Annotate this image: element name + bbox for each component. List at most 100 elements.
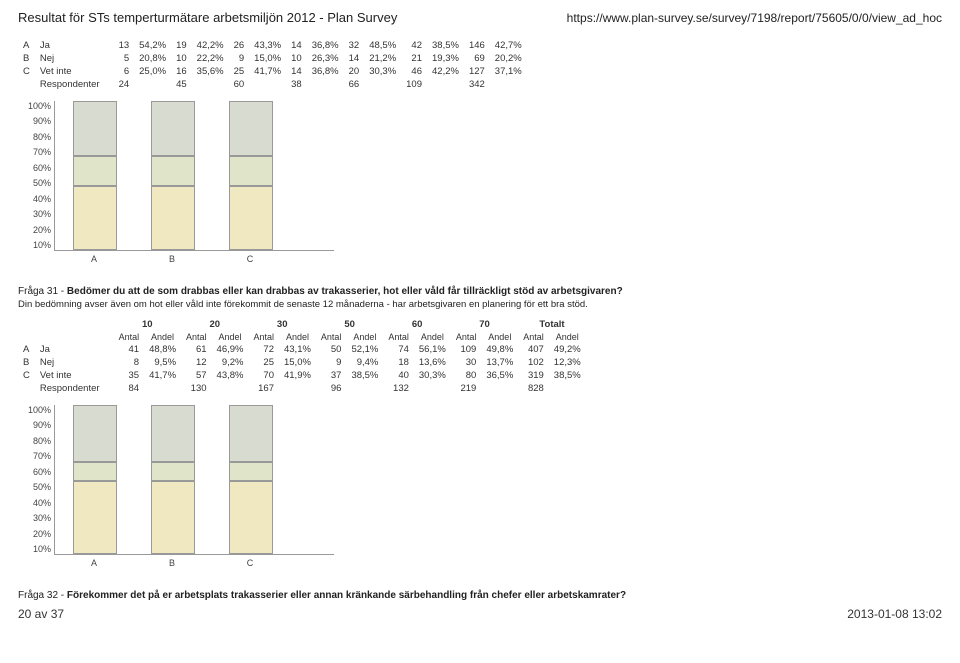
cell-pct: 41,7% [144,369,181,382]
y-tick: 20% [33,529,51,539]
bar-segment [73,405,117,462]
chart-q30: 100%90%80%70%60%50%40%30%20%10% [54,101,334,251]
question-32-text: Förekommer det på er arbetsplats trakass… [67,590,626,601]
y-tick: 100% [28,101,51,111]
cell-count: 30 [451,356,482,369]
col-sub: Andel [481,331,518,343]
cell-count: 828 [518,382,549,395]
bar-segment [151,462,195,480]
cell-count: 219 [451,382,482,395]
stacked-bar [229,405,273,554]
row-letter: B [18,356,35,369]
x-tick: C [228,558,272,568]
table-q30: AJa1354,2%1942,2%2643,3%1436,8%3248,5%42… [18,39,527,91]
cell-pct [427,78,464,91]
cell-pct: 38,5% [427,39,464,52]
cell-pct: 48,5% [364,39,401,52]
cell-count: 12 [181,356,212,369]
row-letter: C [18,369,35,382]
chart-q31-wrap: 100%90%80%70%60%50%40%30%20%10% ABC [18,405,942,568]
chart-q30-bars [55,101,334,250]
y-tick: 70% [33,451,51,461]
cell-count: 109 [451,343,482,356]
cell-pct: 52,1% [346,343,383,356]
question-31-subnote: Din bedömning avser även om hot eller vå… [18,299,942,310]
cell-pct: 25,0% [134,65,171,78]
y-tick: 30% [33,209,51,219]
page-title: Resultat för STs temperturmätare arbetsm… [18,10,397,25]
col-group: Totalt [518,318,585,331]
cell-pct: 20,2% [490,52,527,65]
cell-count: 37 [316,369,347,382]
cell-count: 407 [518,343,549,356]
table-row: CVet inte3541,7%5743,8%7041,9%3738,5%403… [18,369,586,382]
cell-pct: 46,9% [212,343,249,356]
cell-count: 46 [401,65,427,78]
chart-q30-ylabels: 100%90%80%70%60%50%40%30%20%10% [19,101,51,250]
table-row: CVet inte625,0%1635,6%2541,7%1436,8%2030… [18,65,527,78]
chart-q31-xlabels: A B C [54,555,942,568]
cell-count: 84 [114,382,145,395]
cell-pct: 43,3% [249,39,286,52]
bar-segment [229,186,273,250]
cell-count: 72 [248,343,279,356]
cell-pct: 38,5% [549,369,586,382]
cell-pct: 42,2% [427,65,464,78]
col-group: 70 [451,318,518,331]
y-tick: 30% [33,513,51,523]
cell-pct: 30,3% [414,369,451,382]
col-group: 20 [181,318,248,331]
col-sub: Andel [346,331,383,343]
cell-pct [414,382,451,395]
cell-pct [144,382,181,395]
bar-segment [229,462,273,480]
cell-count: 96 [316,382,347,395]
stacked-bar [151,101,195,250]
cell-pct: 37,1% [490,65,527,78]
x-tick: A [72,558,116,568]
cell-pct: 20,8% [134,52,171,65]
cell-pct: 41,7% [249,65,286,78]
cell-count: 5 [114,52,135,65]
row-letter: A [18,343,35,356]
page-url: https://www.plan-survey.se/survey/7198/r… [567,11,942,25]
cell-count: 18 [383,356,414,369]
x-tick: C [228,254,272,264]
table-row: AJa1354,2%1942,2%2643,3%1436,8%3248,5%42… [18,39,527,52]
stacked-bar [151,405,195,554]
cell-pct [346,382,383,395]
cell-pct: 41,9% [279,369,316,382]
cell-count: 8 [114,356,145,369]
cell-pct [307,78,344,91]
cell-pct: 9,5% [144,356,181,369]
cell-count: 167 [248,382,279,395]
cell-pct: 48,8% [144,343,181,356]
cell-count: 342 [464,78,490,91]
bar-segment [229,101,273,156]
row-letter: A [18,39,35,52]
row-label: Nej [35,356,114,369]
cell-pct: 42,2% [192,39,229,52]
question-31: Fråga 31 - Bedömer du att de som drabbas… [18,286,942,297]
cell-pct: 13,7% [481,356,518,369]
col-sub: Andel [279,331,316,343]
bar-segment [229,405,273,462]
y-tick: 90% [33,116,51,126]
cell-count: 127 [464,65,490,78]
cell-count: 69 [464,52,490,65]
cell-count: 24 [114,78,135,91]
x-tick: B [150,558,194,568]
col-group: 60 [383,318,450,331]
cell-pct [249,78,286,91]
cell-count: 26 [229,39,250,52]
cell-pct: 13,6% [414,356,451,369]
row-letter: B [18,52,35,65]
cell-pct: 26,3% [307,52,344,65]
row-label: Respondenter [35,78,114,91]
cell-count: 109 [401,78,427,91]
y-tick: 90% [33,420,51,430]
table-row: AJa4148,8%6146,9%7243,1%5052,1%7456,1%10… [18,343,586,356]
row-letter: C [18,65,35,78]
cell-count: 9 [229,52,250,65]
y-tick: 40% [33,498,51,508]
